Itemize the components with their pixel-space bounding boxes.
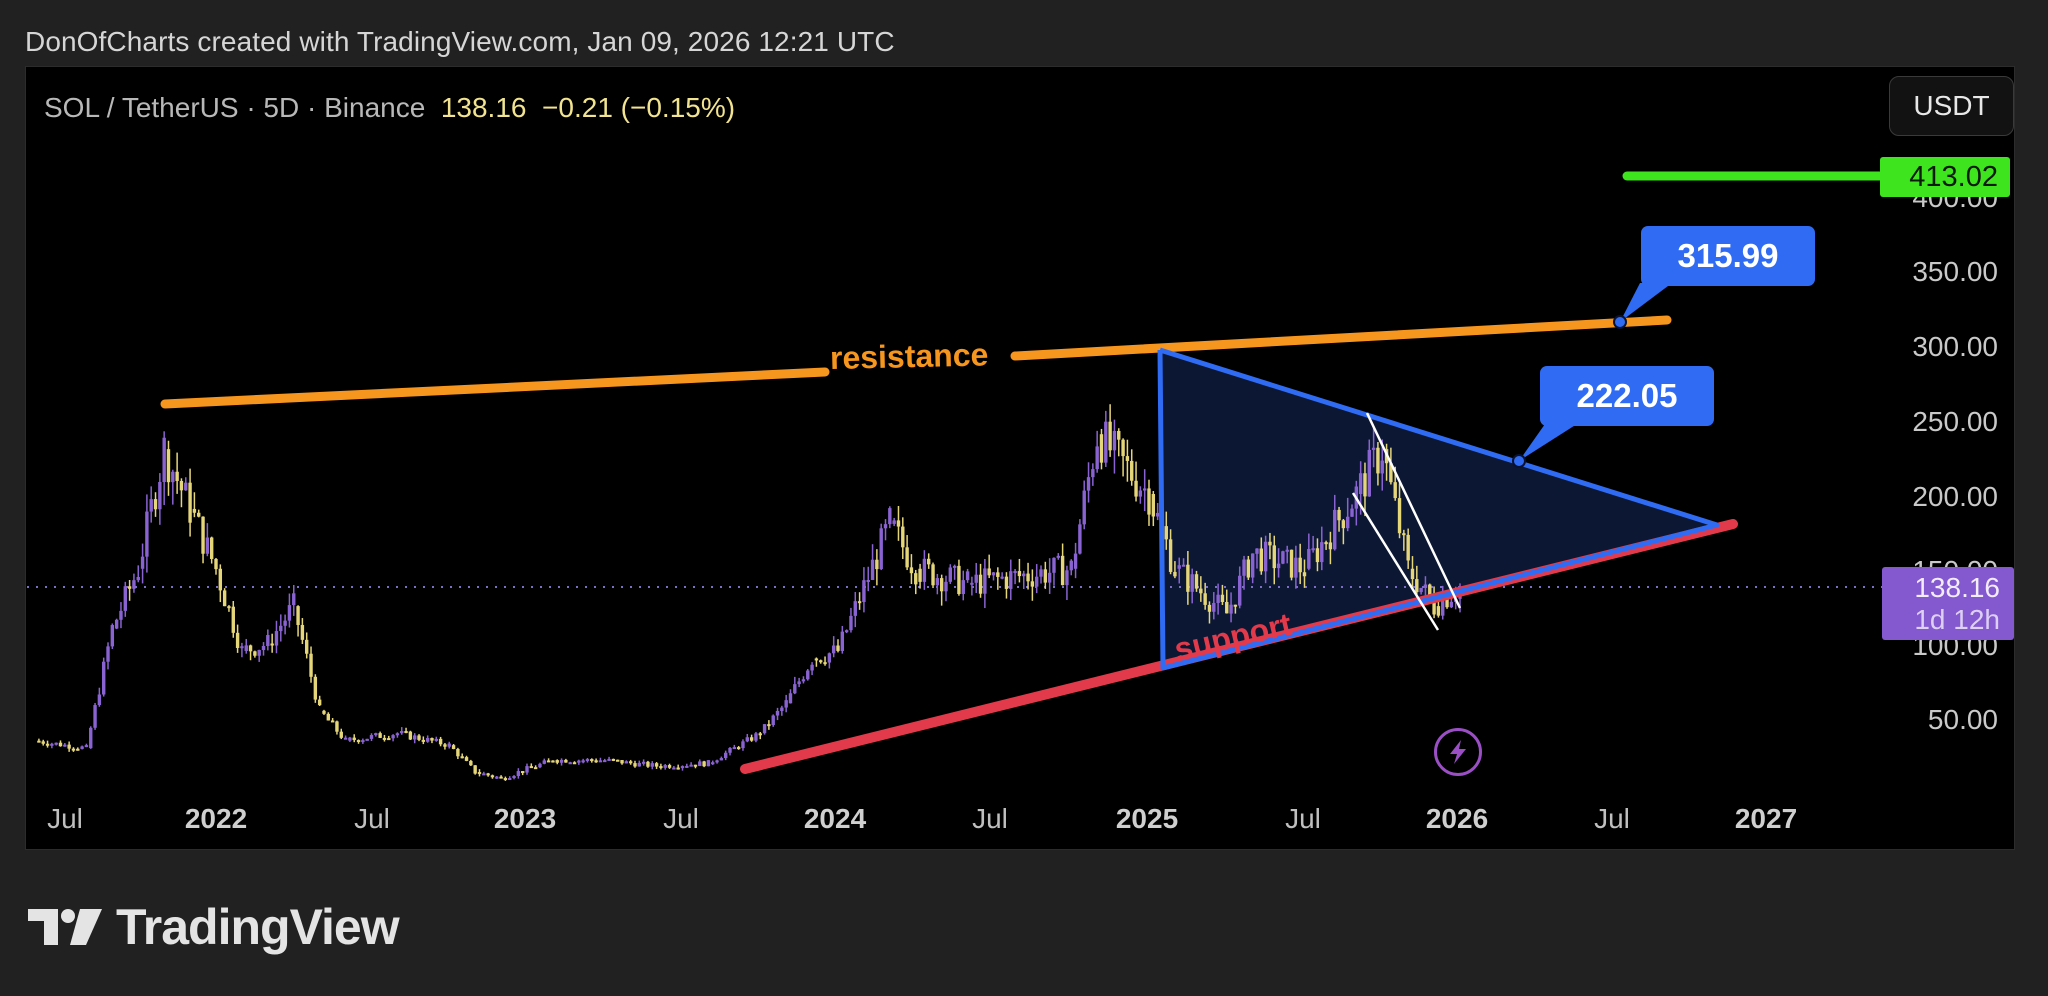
candlestick-series: [37, 404, 1462, 781]
bar-countdown: 1d 12h: [1914, 603, 2000, 635]
price-axis-label: 350.00: [1912, 256, 1998, 287]
resistance-line: [1010, 315, 1672, 361]
callout-upper[interactable]: 315.99: [1641, 226, 1815, 286]
callout-pointer-lower: [1519, 424, 1577, 461]
channel-line-upper: [1365, 412, 1462, 609]
currency-button[interactable]: USDT: [1889, 76, 2014, 136]
lightning-icon: [1450, 740, 1466, 764]
symbol-title: SOL / TetherUS · 5D · Binance: [44, 92, 426, 123]
lightning-button[interactable]: [1434, 728, 1482, 776]
time-axis-label: 2022: [184, 803, 248, 834]
time-axis-label: 2026: [1425, 803, 1489, 834]
current-price-tag: 138.16 1d 12h: [1882, 567, 2014, 640]
price-axis-label: 200.00: [1912, 481, 1998, 512]
price-axis-label: 250.00: [1912, 406, 1998, 437]
triangle-fill: [1160, 350, 1717, 668]
time-axis-label: Jul: [972, 803, 1008, 834]
channel-line-lower: [1351, 492, 1440, 631]
resistance-label: resistance: [829, 336, 989, 376]
last-price: 138.16: [440, 92, 527, 123]
target-price-tag: 413.02: [1880, 157, 2010, 197]
triangle-outline: [1157, 347, 1720, 671]
tradingview-logo[interactable]: TradingView: [28, 898, 400, 956]
time-axis-label: 2025: [1115, 803, 1179, 834]
callout-pointer-upper: [1620, 283, 1672, 322]
time-axis-label: Jul: [354, 803, 390, 834]
resistance-line: [160, 367, 830, 409]
chart-credit: DonOfCharts created with TradingView.com…: [25, 26, 895, 57]
time-axis-label: 2024: [803, 803, 867, 834]
callout-anchor-lower: [1512, 454, 1526, 468]
callout-lower[interactable]: 222.05: [1540, 366, 1714, 426]
price-change: −0.21 (−0.15%): [542, 92, 736, 123]
tradingview-brand: TradingView: [116, 899, 400, 955]
time-axis-label: Jul: [1594, 803, 1630, 834]
current-price-value: 138.16: [1914, 571, 2000, 603]
time-axis-label: Jul: [1285, 803, 1321, 834]
symbol-legend[interactable]: SOL / TetherUS · 5D · Binance 138.16 −0.…: [44, 92, 735, 124]
price-axis-label: 50.00: [1927, 704, 1998, 735]
price-axis-label: 300.00: [1912, 331, 1998, 362]
time-axis-label: 2027: [1734, 803, 1798, 834]
time-axis-label: Jul: [47, 803, 83, 834]
tradingview-logo-icon: [28, 909, 102, 945]
time-axis-label: Jul: [663, 803, 699, 834]
callout-anchor-upper: [1613, 315, 1627, 329]
time-axis-label: 2023: [493, 803, 557, 834]
chart-pane[interactable]: [25, 66, 2015, 850]
